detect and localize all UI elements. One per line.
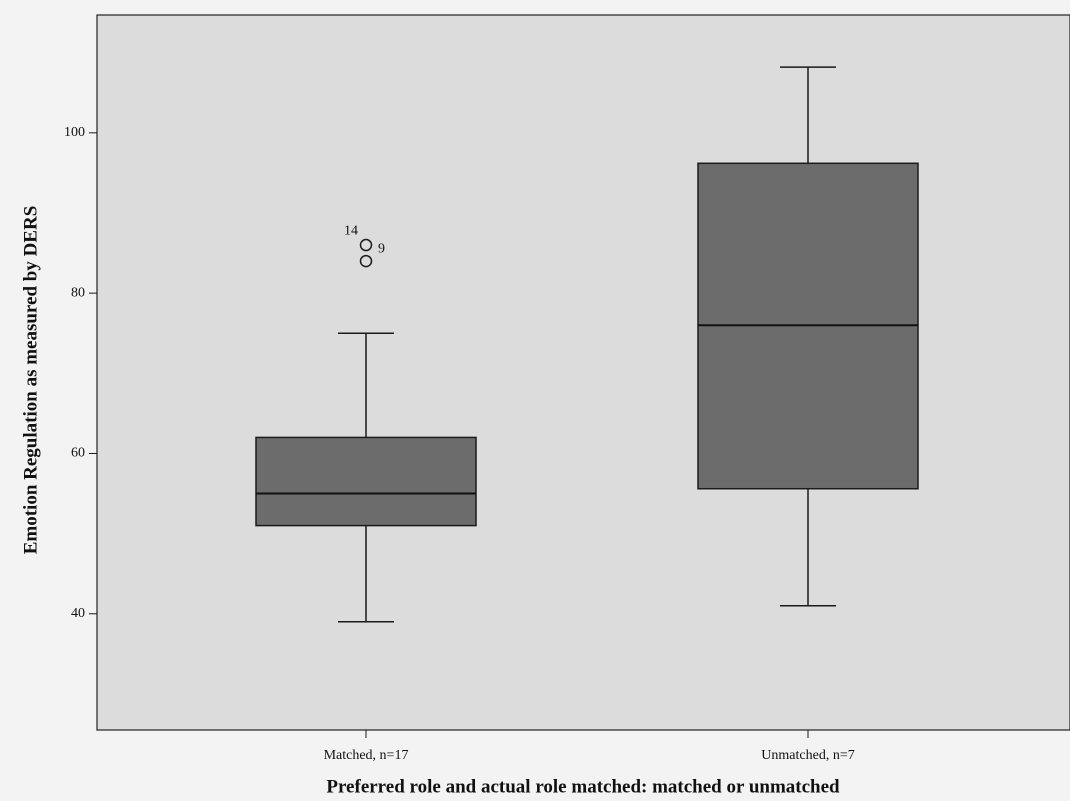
x-tick-label: Matched, n=17 [324,748,409,763]
x-axis-label: Preferred role and actual role matched: … [326,776,840,797]
outlier [359,238,373,252]
outlier [359,254,373,268]
y-tick-label: 80 [71,285,85,300]
outlier-label: 14 [344,223,358,238]
y-tick-label: 100 [64,125,85,140]
y-tick-label: 40 [71,606,85,621]
x-tick-label: Unmatched, n=7 [761,748,854,763]
y-tick-label: 60 [71,446,85,461]
plot-area [96,14,1070,731]
box [255,436,477,527]
outlier-label: 9 [378,241,385,256]
y-axis-label: Emotion Regulation as measured by DERS [20,206,41,555]
